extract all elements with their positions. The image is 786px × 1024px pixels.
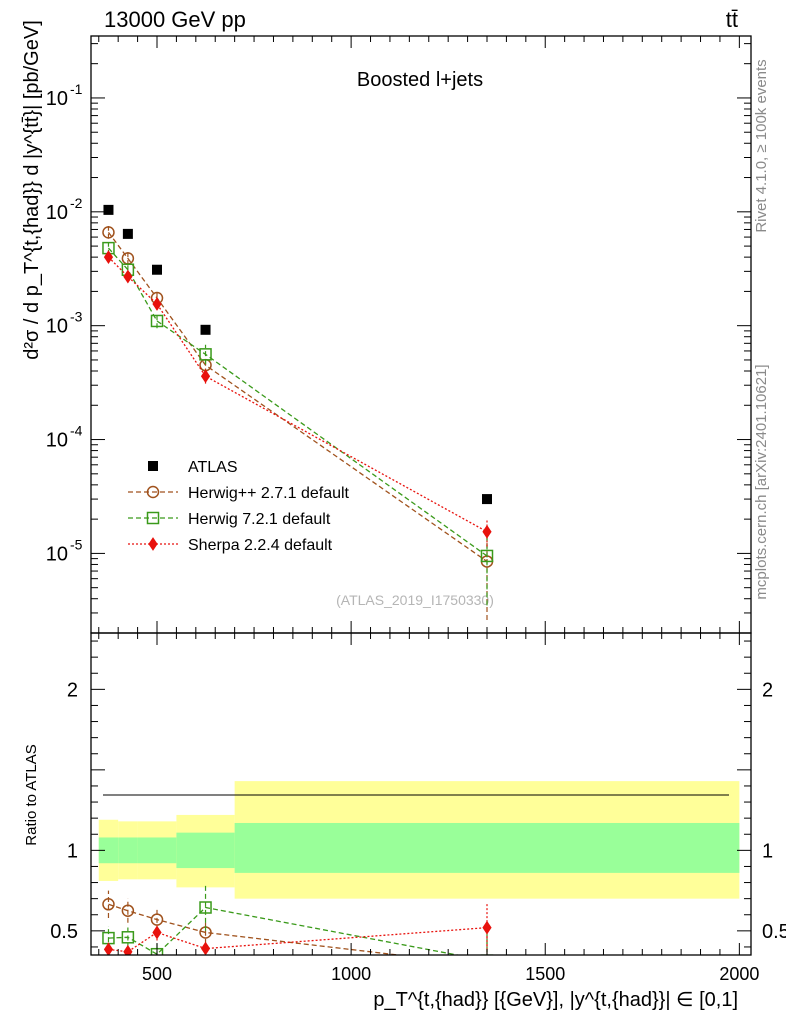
ratio-herwigpp-point — [121, 904, 135, 917]
main-ylabel: d²σ / d p_T^{t,{had}} d |y^{tt̄}| [pb/Ge… — [21, 20, 43, 360]
main-herwigpp-point — [102, 226, 115, 239]
ratio-y-tick-label-left: 1 — [67, 840, 78, 862]
main-atlas-point — [200, 324, 211, 335]
rivet-version-label: Rivet 4.1.0, ≥ 100k events — [753, 59, 770, 232]
y-tick-exponent: -5 — [70, 536, 83, 552]
main-atlas-point — [122, 228, 133, 239]
legend-entry-sherpa: Sherpa 2.2.4 default — [128, 537, 333, 554]
ratio-panel-frame — [90, 632, 752, 956]
main-sherpa-point — [123, 269, 133, 284]
legend-herwig7-marker — [146, 511, 160, 525]
main-sherpa-point — [152, 297, 162, 311]
legend-herwig7-label: Herwig 7.2.1 default — [188, 511, 331, 528]
plot-title: Boosted l+jets — [357, 69, 483, 91]
xlabel: p_T^{t,{had}} [{GeV}], |y^{t,{had}}| ∈ [… — [373, 989, 738, 1011]
ratio-sherpa-point — [123, 944, 133, 955]
ratio-band-inner — [118, 837, 138, 864]
ratio-herwig7-point — [199, 901, 212, 914]
legend-data-label: ATLAS — [188, 459, 238, 476]
energy-label: 13000 GeV pp — [104, 7, 246, 32]
ratio-band-inner — [137, 837, 177, 864]
main-atlas-point — [152, 264, 162, 275]
ratio-herwigpp-point — [482, 960, 493, 971]
legend: ATLAS Herwig++ 2.7.1 default Herwig 7.2.1 … — [128, 459, 350, 554]
main-herwig7-point — [150, 314, 164, 328]
y-tick-label: 10 — [46, 543, 68, 565]
y-tick-label: 10 — [46, 430, 68, 452]
legend-herwigpp-label: Herwig++ 2.7.1 default — [188, 485, 350, 502]
legend-sherpa-marker — [148, 537, 158, 551]
ratio-herwig7-point — [480, 954, 494, 955]
ratio-series-layer — [102, 884, 494, 971]
legend-entry-data: ATLAS — [148, 459, 238, 476]
main-sherpa-point — [200, 369, 211, 384]
main-atlas-point — [482, 494, 492, 505]
x-tick-label: 1500 — [525, 964, 565, 984]
analysis-id-label: (ATLAS_2019_I1750330) — [336, 592, 494, 608]
x-tick-label: 2000 — [719, 964, 759, 984]
main-atlas-point — [103, 204, 114, 215]
y-tick-label: 10 — [46, 202, 68, 224]
process-label: tt̄ — [726, 7, 738, 32]
legend-sherpa-label: Sherpa 2.2.4 default — [188, 537, 333, 554]
y-tick-exponent: -2 — [70, 195, 83, 211]
ratio-y-tick-label-left: 2 — [67, 679, 78, 701]
ratio-sherpa-point — [152, 925, 162, 940]
main-series-herwigpp — [102, 226, 494, 621]
legend-entry-herwigpp: Herwig++ 2.7.1 default — [128, 485, 350, 502]
ratio-band-inner — [176, 832, 235, 869]
y-tick-label: 10 — [46, 88, 68, 110]
ratio-sherpa-point — [482, 920, 492, 935]
mcplots-label: mcplots.cern.ch [arXiv:2401.10621] — [753, 364, 770, 599]
ratio-herwig7-line — [108, 906, 461, 955]
y-tick-exponent: -1 — [70, 81, 83, 97]
y-tick-label: 10 — [46, 316, 68, 338]
legend-entry-herwig7: Herwig 7.2.1 default — [128, 511, 331, 528]
legend-herwigpp-marker — [146, 485, 160, 499]
legend-atlas-marker — [148, 461, 158, 471]
ratio-sherpa-line — [108, 926, 488, 953]
main-sherpa-point — [482, 524, 492, 539]
main-herwig7-line — [107, 247, 488, 557]
ratio-sherpa-point — [103, 942, 114, 955]
ratio-herwig7-point — [121, 931, 135, 944]
main-series-sherpa — [103, 250, 492, 547]
ratio-ylabel: Ratio to ATLAS — [23, 744, 40, 845]
ratio-y-tick-label-right: 2 — [762, 679, 773, 701]
ratio-band-inner — [234, 822, 740, 873]
ratio-bands-layer — [98, 781, 740, 899]
main-sherpa-point — [103, 250, 114, 265]
main-sherpa-line — [108, 256, 488, 533]
main-series-layer — [102, 204, 494, 621]
y-tick-exponent: -3 — [70, 309, 83, 325]
ratio-band-inner — [98, 837, 119, 864]
y-tick-exponent: -4 — [70, 423, 83, 439]
x-tick-label: 500 — [142, 964, 172, 984]
main-herwig7-point — [199, 348, 212, 361]
main-herwig7-point — [480, 549, 494, 563]
ratio-y-tick-label-right: 0.5 — [762, 921, 786, 943]
ratio-herwigpp-point — [102, 898, 115, 911]
ratio-series-sherpa — [103, 903, 492, 955]
ratio-y-tick-label-right: 1 — [762, 840, 773, 862]
ratio-y-tick-label-left: 0.5 — [50, 921, 78, 943]
x-tick-label: 1000 — [331, 964, 371, 984]
ratio-herwigpp-point — [150, 913, 164, 926]
ratio-herwigpp-line — [108, 903, 404, 955]
ratio-sherpa-point — [200, 941, 211, 955]
